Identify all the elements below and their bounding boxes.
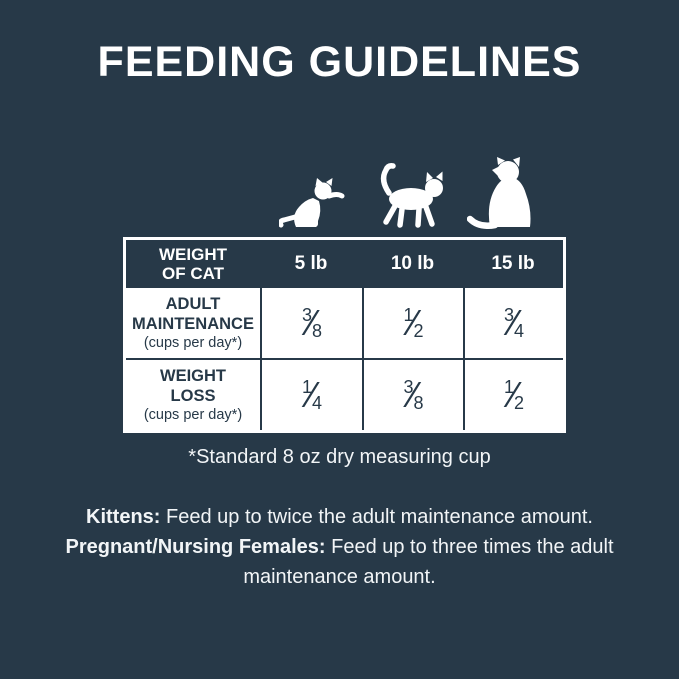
row-sublabel: (cups per day*) — [143, 406, 243, 423]
table-header-row: WEIGHT OF CAT 5 lb 10 lb 15 lb — [126, 240, 563, 288]
fraction-value: 12 — [504, 377, 524, 413]
pregnant-nursing-note: Pregnant/Nursing Females: Feed up to thr… — [57, 532, 622, 592]
kittens-note-label: Kittens: — [86, 506, 161, 528]
value-cell: 34 — [463, 288, 563, 358]
row-label-cell: WEIGHT LOSS (cups per day*) — [126, 360, 260, 430]
value-cell: 38 — [260, 288, 362, 358]
fraction-value: 38 — [302, 305, 322, 341]
measuring-cup-footnote: *Standard 8 oz dry measuring cup — [188, 446, 491, 468]
pregnant-nursing-note-label: Pregnant/Nursing Females: — [65, 536, 326, 558]
page-title: FEEDING GUIDELINES — [97, 38, 582, 86]
small-cat-icon — [277, 178, 345, 235]
large-cat-icon — [466, 157, 543, 234]
row-sublabel: (cups per day*) — [143, 334, 243, 351]
table-row-adult-maintenance: ADULT MAINTENANCE (cups per day*) 38 12 … — [126, 288, 563, 358]
fraction-value: 12 — [403, 305, 423, 341]
value-cell: 12 — [362, 288, 463, 358]
kittens-note-text: Feed up to twice the adult maintenance a… — [160, 506, 593, 528]
table-row-weight-loss: WEIGHT LOSS (cups per day*) 14 38 12 — [126, 358, 563, 430]
fraction-value: 34 — [504, 305, 524, 341]
value-cell: 12 — [463, 360, 563, 430]
fraction-value: 38 — [403, 377, 423, 413]
feeding-table: WEIGHT OF CAT 5 lb 10 lb 15 lb ADULT MAI… — [123, 237, 566, 433]
header-weight-of-cat: WEIGHT OF CAT — [159, 244, 227, 283]
header-5lb: 5 lb — [294, 253, 328, 274]
value-cell: 14 — [260, 360, 362, 430]
row-label: WEIGHT LOSS — [160, 367, 226, 405]
value-cell: 38 — [362, 360, 463, 430]
kittens-note: Kittens: Feed up to twice the adult main… — [57, 502, 622, 532]
header-10lb: 10 lb — [390, 253, 435, 274]
row-label: ADULT MAINTENANCE — [132, 295, 254, 333]
fraction-value: 14 — [302, 377, 322, 413]
header-15lb: 15 lb — [491, 253, 535, 274]
feeding-notes: Kittens: Feed up to twice the adult main… — [57, 502, 622, 592]
row-label-cell: ADULT MAINTENANCE (cups per day*) — [126, 288, 260, 358]
medium-cat-icon — [377, 163, 447, 234]
pregnant-nursing-note-text: Feed up to three times the adult mainten… — [243, 536, 614, 588]
